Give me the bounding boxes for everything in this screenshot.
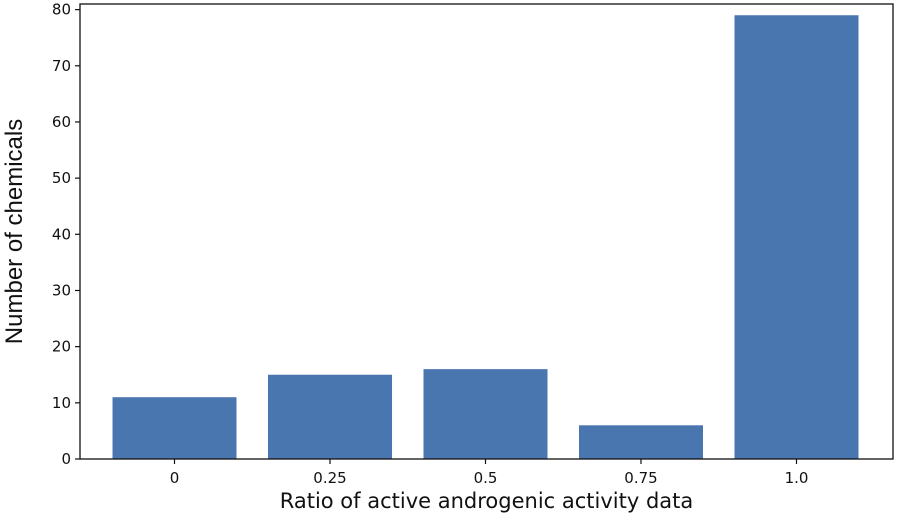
y-axis-ticks: 0 10 20 30 40 50 60 70 80 (52, 1, 80, 468)
y-tick-label: 40 (52, 225, 71, 243)
x-tick-label: 0.75 (624, 469, 657, 487)
y-tick-label: 10 (52, 394, 71, 412)
bar-0.5 (423, 369, 548, 459)
y-axis-label: Number of chemicals (1, 119, 28, 344)
x-tick-label: 0 (170, 469, 180, 487)
bar-0.25 (268, 374, 392, 459)
x-tick-label: 0.25 (313, 469, 346, 487)
y-tick-label: 80 (52, 1, 71, 19)
bars-group (112, 15, 859, 460)
y-tick-label: 30 (52, 281, 71, 299)
y-tick-label: 60 (52, 113, 71, 131)
bar-0 (112, 397, 237, 459)
y-tick-label: 50 (52, 169, 71, 187)
bar-0.75 (579, 425, 703, 459)
y-tick-label: 0 (61, 450, 71, 468)
x-tick-label: 0.5 (474, 469, 498, 487)
y-tick-label: 20 (52, 338, 71, 356)
plot-frame (79, 3, 894, 460)
y-tick-label: 70 (52, 57, 71, 75)
x-axis-ticks: 0 0.25 0.5 0.75 1.0 (170, 459, 809, 487)
x-tick-label: 1.0 (785, 469, 809, 487)
x-axis-label: Ratio of active androgenic activity data (280, 489, 694, 513)
bar-1.0 (734, 15, 859, 460)
